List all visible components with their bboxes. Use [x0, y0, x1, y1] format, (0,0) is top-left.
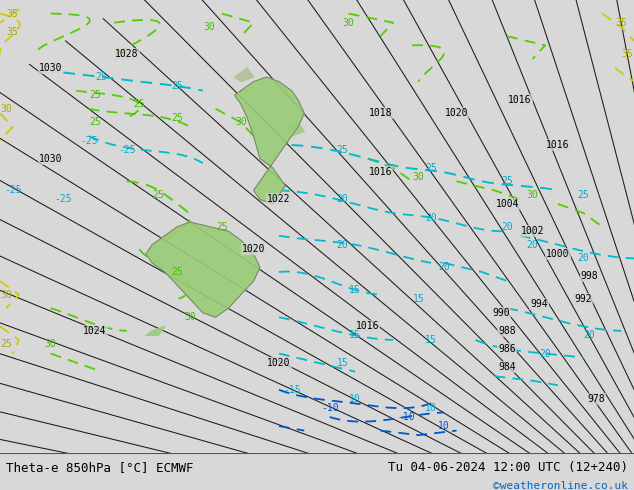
Polygon shape [285, 122, 304, 136]
Text: 1018: 1018 [368, 108, 392, 118]
Polygon shape [235, 77, 304, 204]
Text: -15: -15 [283, 385, 301, 395]
Polygon shape [146, 326, 165, 335]
Text: 30: 30 [204, 22, 215, 32]
Text: 1024: 1024 [83, 326, 107, 336]
Text: 1016: 1016 [368, 167, 392, 177]
Text: 15: 15 [349, 285, 361, 295]
Text: 1004: 1004 [495, 199, 519, 209]
Text: 35: 35 [7, 27, 18, 37]
Text: 25: 25 [96, 72, 107, 82]
Text: 992: 992 [574, 294, 592, 304]
Text: -25: -25 [118, 145, 136, 154]
Text: 978: 978 [587, 394, 605, 404]
Text: -25: -25 [55, 195, 72, 204]
Text: -25: -25 [80, 136, 98, 146]
Text: 984: 984 [498, 362, 516, 372]
Polygon shape [146, 222, 260, 318]
Text: 1030: 1030 [39, 63, 63, 73]
Polygon shape [235, 68, 254, 81]
Text: 20: 20 [337, 240, 348, 250]
Text: 35: 35 [7, 9, 18, 19]
Text: 25: 25 [425, 163, 437, 172]
Text: 30: 30 [343, 18, 354, 27]
Text: 25: 25 [89, 90, 101, 100]
Text: 35: 35 [616, 18, 627, 27]
Text: 25: 25 [578, 190, 589, 200]
Text: 30: 30 [527, 190, 538, 200]
Text: 20: 20 [438, 263, 450, 272]
Text: 20: 20 [337, 195, 348, 204]
Text: -10: -10 [321, 403, 339, 413]
Text: 990: 990 [492, 308, 510, 318]
Text: ©weatheronline.co.uk: ©weatheronline.co.uk [493, 481, 628, 490]
Text: 25: 25 [134, 99, 145, 109]
Text: 30: 30 [45, 340, 56, 349]
Text: 1020: 1020 [242, 245, 266, 254]
Text: 988: 988 [498, 326, 516, 336]
Text: 1016: 1016 [546, 140, 570, 150]
Text: 15: 15 [337, 358, 348, 368]
Text: 25: 25 [89, 118, 101, 127]
Text: 25: 25 [172, 267, 183, 277]
Text: 20: 20 [425, 213, 437, 222]
Text: 10: 10 [349, 394, 361, 404]
Text: Theta-e 850hPa [°C] ECMWF: Theta-e 850hPa [°C] ECMWF [6, 462, 194, 474]
Text: 986: 986 [498, 344, 516, 354]
Text: 30: 30 [413, 172, 424, 182]
Text: 20: 20 [540, 348, 551, 359]
Text: 1022: 1022 [267, 195, 291, 204]
Text: 30: 30 [184, 312, 196, 322]
Text: 1016: 1016 [508, 95, 532, 105]
Text: Tu 04-06-2024 12:00 UTC (12+240): Tu 04-06-2024 12:00 UTC (12+240) [387, 462, 628, 474]
Text: 15: 15 [413, 294, 424, 304]
Text: 1016: 1016 [356, 321, 380, 331]
Text: 25: 25 [172, 81, 183, 91]
Text: 25: 25 [501, 176, 513, 186]
Text: 994: 994 [530, 299, 548, 309]
Text: 10: 10 [425, 403, 437, 413]
Text: 30: 30 [1, 290, 12, 299]
Text: 20: 20 [584, 330, 595, 341]
Text: 1028: 1028 [115, 49, 139, 59]
Text: 1020: 1020 [267, 358, 291, 368]
Text: 15: 15 [425, 335, 437, 345]
Text: 20: 20 [501, 221, 513, 232]
Text: -10: -10 [397, 412, 415, 422]
Text: 1000: 1000 [546, 249, 570, 259]
Text: 25: 25 [153, 190, 164, 200]
Text: 30: 30 [1, 104, 12, 114]
Text: 1030: 1030 [39, 154, 63, 164]
Text: 25: 25 [1, 340, 12, 349]
Text: 998: 998 [581, 271, 598, 281]
Text: 15: 15 [349, 330, 361, 341]
Text: 10: 10 [438, 421, 450, 431]
Text: 25: 25 [337, 145, 348, 154]
Text: -25: -25 [4, 185, 22, 196]
Text: 25: 25 [216, 221, 228, 232]
Text: 30: 30 [235, 118, 247, 127]
Text: 20: 20 [527, 240, 538, 250]
Text: 25: 25 [172, 113, 183, 123]
Text: 1002: 1002 [521, 226, 545, 236]
Text: 20: 20 [578, 253, 589, 263]
Text: 1020: 1020 [444, 108, 469, 118]
Text: 35: 35 [622, 49, 633, 59]
